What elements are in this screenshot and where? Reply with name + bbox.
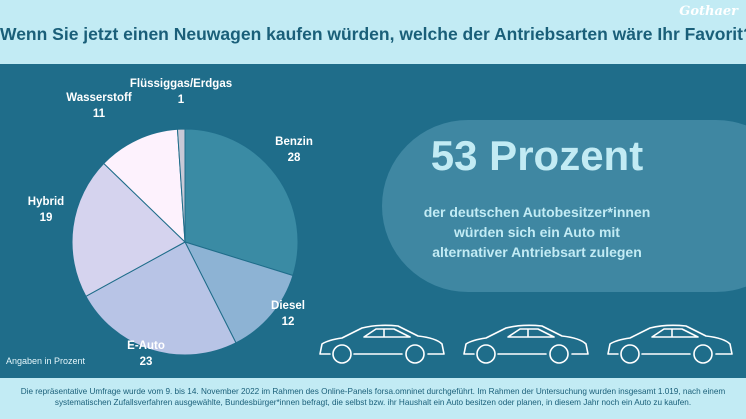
slice-name-diesel: Diesel — [271, 300, 305, 312]
highlight-line-2: würden sich ein Auto mit — [454, 224, 620, 240]
slice-label-wasserstoff: Wasserstoff 11 — [66, 90, 131, 122]
units-note: Angaben in Prozent — [6, 356, 86, 366]
slice-name-e-auto: E-Auto — [127, 340, 165, 352]
slice-value-diesel: 12 — [281, 316, 295, 328]
pie-chart — [71, 128, 299, 356]
brand-logo: Gothaer — [679, 4, 738, 19]
slice-value-hybrid: 19 — [39, 212, 53, 224]
slice-name-benzin: Benzin — [275, 136, 313, 148]
chart-panel: Benzin 28 Diesel 12 E-Auto 23 Hybrid 19 … — [0, 64, 746, 378]
slice-name-hybrid: Hybrid — [27, 196, 65, 208]
slice-label-fluessiggas: Flüssiggas/Erdgas 1 — [130, 76, 232, 108]
page-title: Wenn Sie jetzt einen Neuwagen kaufen wür… — [0, 24, 746, 44]
slice-label-benzin: Benzin 28 — [275, 134, 313, 166]
slice-value-fluessiggas: 1 — [177, 94, 185, 106]
pie-slice-fl-ssiggas-erdgas — [176, 128, 186, 243]
slice-name-fluessiggas: Flüssiggas/Erdgas — [129, 78, 233, 90]
highlight-pill — [382, 120, 746, 292]
slice-value-e-auto: 23 — [139, 356, 153, 368]
pie-slice-wasserstoff — [103, 128, 186, 244]
car-icon — [607, 324, 733, 364]
car-illustrations — [319, 324, 733, 364]
slice-label-diesel: Diesel 12 — [271, 298, 305, 330]
highlight-line-1: der deutschen Autobesitzer*innen — [423, 204, 651, 220]
pie-slice-hybrid — [71, 162, 186, 297]
footer-line-2: systematischen Zufallsverfahren ausgewäh… — [54, 398, 692, 407]
car-icon — [463, 324, 589, 364]
highlight-line-3: alternativer Antriebsart zulegen — [432, 244, 642, 260]
footer-methodology: Die repräsentative Umfrage wurde vom 9. … — [0, 386, 746, 408]
slice-name-wasserstoff: Wasserstoff — [66, 92, 132, 104]
slice-value-wasserstoff: 11 — [92, 108, 106, 120]
pie-slice-diesel — [184, 241, 294, 344]
slice-label-hybrid: Hybrid 19 — [28, 194, 64, 226]
highlight-figure: 53 Prozent — [430, 132, 644, 179]
slice-label-e-auto: E-Auto 23 — [127, 338, 165, 370]
highlight-description: der deutschen Autobesitzer*innen würden … — [420, 202, 654, 262]
slice-value-benzin: 28 — [287, 152, 301, 164]
footer-line-1: Die repräsentative Umfrage wurde vom 9. … — [20, 387, 726, 396]
pie-slice-e-auto — [85, 241, 237, 356]
car-icon — [319, 324, 445, 364]
pie-slice-benzin — [184, 128, 299, 277]
